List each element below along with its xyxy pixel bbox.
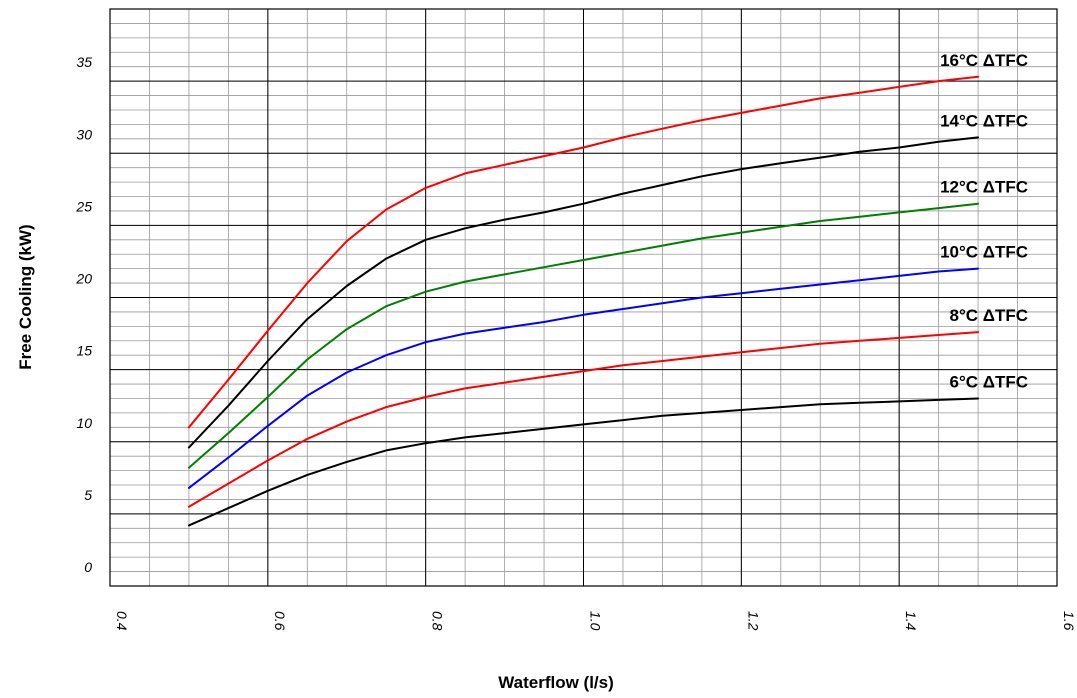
series-label: 10°C ΔTFC: [940, 243, 1028, 262]
x-tick-label: 1.0: [588, 611, 604, 631]
series-label: 6°C ΔTFC: [950, 372, 1029, 391]
x-tick-label: 1.6: [1061, 611, 1077, 631]
series-line: [187, 202, 980, 469]
series-line: [187, 331, 980, 508]
series-labels: 16°C ΔTFC 14°C ΔTFC 12°C ΔTFC 10°C ΔTFC 8°C …: [940, 51, 1028, 392]
y-tick-label: 20: [75, 271, 92, 287]
y-tick-labels: 0510152025303540: [75, 54, 92, 575]
y-tick-label: 15: [76, 343, 92, 359]
series-line: [187, 397, 980, 527]
x-tick-label: 0.8: [430, 611, 446, 631]
series-label: 8°C ΔTFC: [950, 306, 1029, 325]
series-lines: [187, 75, 980, 527]
y-tick-label: 10: [76, 415, 92, 431]
series-line: [187, 136, 980, 449]
x-tick-label: 1.2: [745, 611, 761, 631]
x-tick-label: 1.4: [903, 611, 919, 631]
series-label: 14°C ΔTFC: [940, 111, 1028, 130]
x-tick-label: 0.6: [272, 611, 288, 631]
x-axis-title: Waterflow (l/s): [498, 673, 614, 692]
y-tick-label: 35: [76, 54, 92, 70]
series-label: 12°C ΔTFC: [940, 178, 1028, 197]
series-line: [187, 267, 980, 489]
x-tick-label: 0.4: [114, 611, 130, 631]
y-tick-label: 5: [84, 487, 92, 503]
series-line: [187, 75, 980, 429]
series-label: 16°C ΔTFC: [940, 51, 1028, 70]
y-axis-title: Free Cooling (kW): [16, 224, 35, 369]
y-tick-label: 25: [75, 198, 92, 214]
y-tick-label: 30: [76, 126, 92, 142]
x-tick-labels: 0.4 0.6 0.8 1.0 1.2 1.4 1.6: [114, 611, 1077, 631]
plot-frame: [109, 8, 1058, 587]
y-tick-label: 0: [84, 559, 92, 575]
